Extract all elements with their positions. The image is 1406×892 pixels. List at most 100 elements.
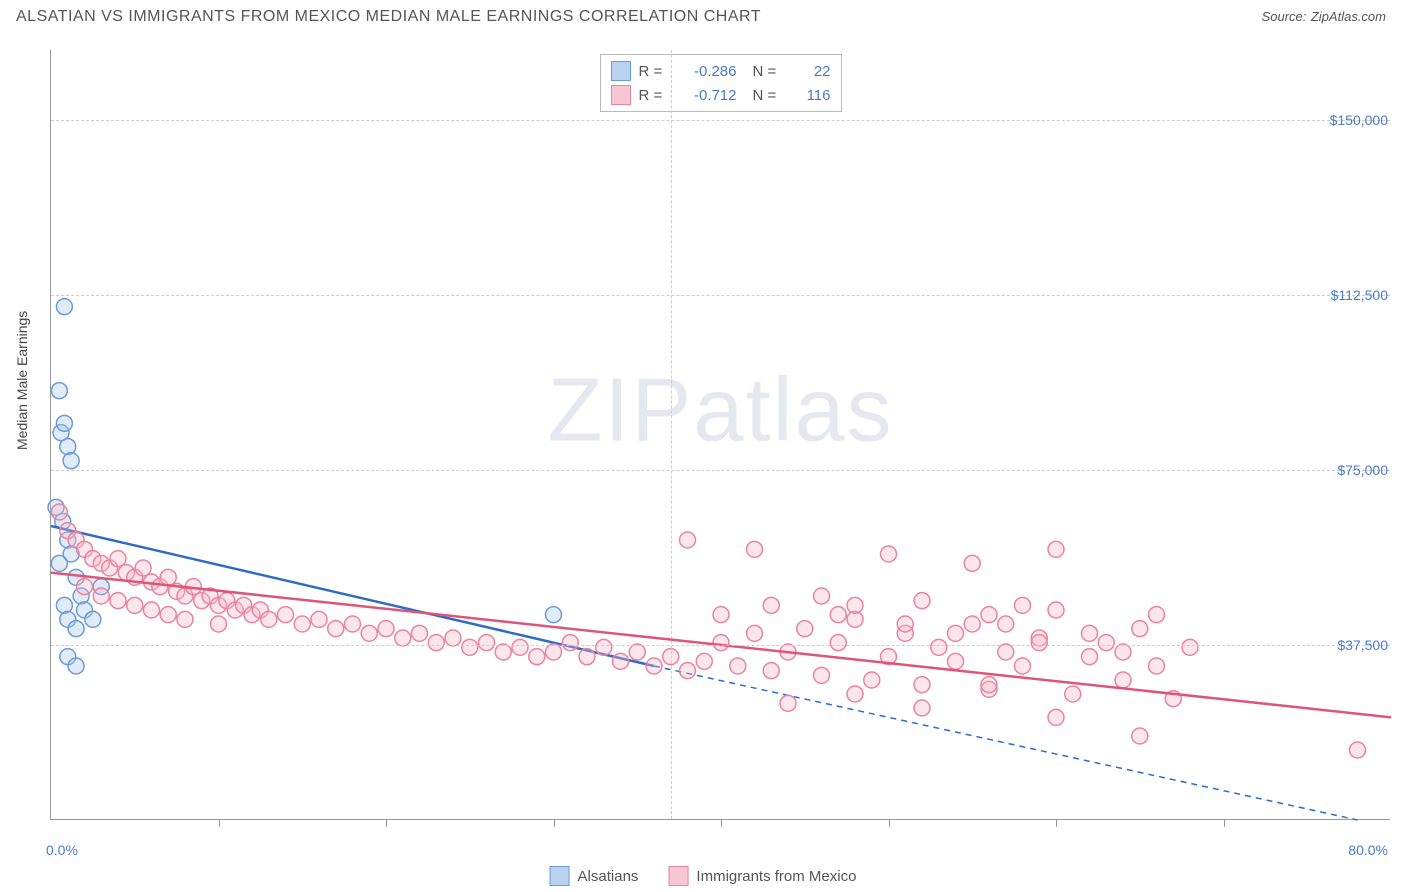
data-point (964, 555, 980, 571)
legend-stat-row: R = -0.712 N = 116 (611, 83, 831, 107)
legend-n-label: N = (753, 63, 783, 80)
source-label: Source: (1262, 9, 1307, 24)
source-name: ZipAtlas.com (1311, 9, 1386, 24)
data-point (127, 597, 143, 613)
data-point (914, 593, 930, 609)
data-point (579, 649, 595, 665)
data-point (613, 653, 629, 669)
data-point (1115, 644, 1131, 660)
data-point (51, 383, 67, 399)
data-point (1015, 658, 1031, 674)
gridline-h (51, 295, 1390, 296)
x-tick (554, 819, 555, 827)
data-point (596, 639, 612, 655)
data-point (1149, 607, 1165, 623)
data-point (864, 672, 880, 688)
data-point (1132, 728, 1148, 744)
chart-title: ALSATIAN VS IMMIGRANTS FROM MEXICO MEDIA… (16, 8, 761, 26)
legend-n-value: 22 (791, 63, 831, 80)
data-point (763, 663, 779, 679)
legend-swatch (611, 61, 631, 81)
data-point (998, 644, 1014, 660)
legend-series: Alsatians Immigrants from Mexico (550, 866, 857, 886)
data-point (144, 602, 160, 618)
y-tick-label: $150,000 (1330, 112, 1388, 128)
data-point (462, 639, 478, 655)
legend-series-item: Immigrants from Mexico (668, 866, 856, 886)
data-point (1182, 639, 1198, 655)
data-point (914, 700, 930, 716)
data-point (63, 453, 79, 469)
gridline-h (51, 645, 1390, 646)
data-point (1048, 709, 1064, 725)
data-point (562, 635, 578, 651)
y-tick-label: $37,500 (1337, 637, 1388, 653)
data-point (135, 560, 151, 576)
legend-swatch (611, 85, 631, 105)
data-point (747, 541, 763, 557)
data-point (56, 415, 72, 431)
x-tick (721, 819, 722, 827)
data-point (931, 639, 947, 655)
trend-line-ext (654, 666, 1358, 820)
legend-r-label: R = (639, 87, 669, 104)
x-axis-end: 80.0% (1348, 842, 1388, 858)
data-point (546, 644, 562, 660)
data-point (948, 625, 964, 641)
data-point (529, 649, 545, 665)
legend-stat-row: R =-0.286N =22 (611, 59, 831, 83)
data-point (981, 607, 997, 623)
data-point (68, 658, 84, 674)
x-tick (889, 819, 890, 827)
data-point (629, 644, 645, 660)
x-tick (386, 819, 387, 827)
data-point (177, 611, 193, 627)
data-point (160, 607, 176, 623)
data-point (211, 616, 227, 632)
data-point (311, 611, 327, 627)
data-point (646, 658, 662, 674)
gridline-v (671, 50, 672, 819)
data-point (964, 616, 980, 632)
data-point (51, 555, 67, 571)
data-point (512, 639, 528, 655)
data-point (780, 695, 796, 711)
chart-plot-area: ZIPatlas R =-0.286N =22R =-0.712N =116 (50, 50, 1390, 820)
data-point (1082, 649, 1098, 665)
data-point (747, 625, 763, 641)
data-point (1149, 658, 1165, 674)
data-point (830, 607, 846, 623)
data-point (948, 653, 964, 669)
data-point (1082, 625, 1098, 641)
data-point (847, 597, 863, 613)
data-point (261, 611, 277, 627)
legend-r-value: -0.712 (677, 87, 737, 104)
legend-n-label: N = (753, 87, 783, 104)
data-point (1115, 672, 1131, 688)
data-point (730, 658, 746, 674)
data-point (1048, 602, 1064, 618)
gridline-h (51, 120, 1390, 121)
data-point (445, 630, 461, 646)
data-point (713, 635, 729, 651)
legend-series-item: Alsatians (550, 866, 639, 886)
data-point (680, 532, 696, 548)
legend-n-value: 116 (791, 87, 831, 104)
data-point (412, 625, 428, 641)
data-point (814, 667, 830, 683)
data-point (847, 686, 863, 702)
data-point (680, 663, 696, 679)
data-point (1098, 635, 1114, 651)
data-point (1015, 597, 1031, 613)
data-point (814, 588, 830, 604)
data-point (546, 607, 562, 623)
data-point (713, 607, 729, 623)
legend-stats: R =-0.286N =22R =-0.712N =116 (600, 54, 842, 112)
x-tick (219, 819, 220, 827)
x-axis-start: 0.0% (46, 842, 78, 858)
data-point (93, 588, 109, 604)
data-point (998, 616, 1014, 632)
gridline-h (51, 470, 1390, 471)
data-point (1350, 742, 1366, 758)
data-point (361, 625, 377, 641)
